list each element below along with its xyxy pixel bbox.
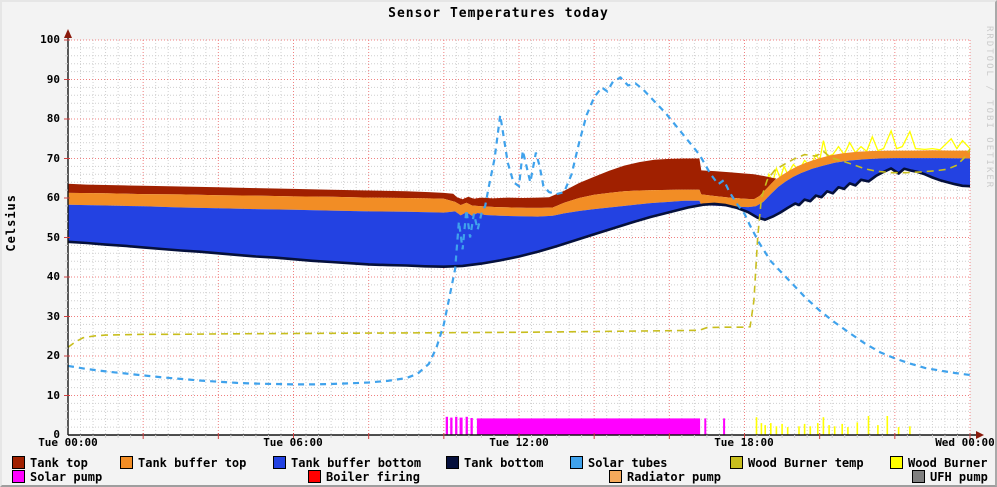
wood-burner-swatch-icon [890,456,903,469]
y-axis-arrow [64,29,72,38]
solar-pump-swatch-icon [12,470,25,483]
x-tick-label: Tue 06:00 [263,436,323,449]
legend-label: Solar pump [30,470,103,484]
tank-top-swatch-icon [12,456,25,469]
wood-burner-temp-swatch-icon [730,456,743,469]
legend-label: Radiator pump [627,470,721,484]
series-tank-top-area [68,158,777,208]
legend-label: Tank bottom [464,456,544,470]
legend-item-tank-buffer-bottom: Tank buffer bottom [273,452,421,470]
y-tick-label: 50 [46,230,60,244]
series-wood-burner-bottom-spikes [755,416,911,435]
rrdtool-watermark: RRDTOOL / TOBI OETIKER [984,26,994,190]
legend-item-ufh-pump: UFH pump [912,466,988,484]
radiator-pump-swatch-icon [609,470,622,483]
y-tick-label: 30 [46,309,60,323]
x-axis-arrow [976,431,984,439]
y-tick-label: 20 [46,349,60,362]
legend-item-boiler-firing: Boiler firing [308,466,420,484]
tank-buffer-bottom-swatch-icon [273,456,286,469]
solar-tubes-swatch-icon [570,456,583,469]
tank-buffer-top-swatch-icon [120,456,133,469]
legend-item-tank-bottom: Tank bottom [446,452,543,470]
legend-item-wood-burner: Wood Burner [890,452,987,470]
series-tank-buffer-bottom-area [68,158,970,267]
series-solar-tubes-line [67,76,971,386]
y-tick-label: 60 [46,191,60,204]
legend-item-wood-burner-temp: Wood Burner temp [730,452,864,470]
y-tick-label: 40 [46,270,60,283]
chart-title: Sensor Temperatures today [388,6,609,21]
major-ticks [64,39,971,439]
legend: Tank top Tank buffer top Tank buffer botto… [2,452,995,484]
x-tick-label: Tue 18:00 [714,436,774,449]
legend-label: UFH pump [930,470,988,484]
legend-label: Tank buffer top [138,456,247,470]
minor-ticks [65,47,958,438]
series-wood-burner-temp-line [67,148,971,348]
y-tick-label: 100 [40,33,60,46]
legend-label: Tank buffer bottom [291,456,422,470]
y-tick-label: 10 [46,388,60,402]
boiler-firing-swatch-icon [308,470,321,483]
x-tick-label: Tue 00:00 [38,436,98,449]
x-tick-label: Wed 00:00 [935,436,995,449]
legend-label: Tank top [30,456,88,470]
legend-label: Solar tubes [588,456,668,470]
legend-label: Boiler firing [326,470,420,484]
y-tick-label: 70 [46,151,60,165]
ufh-pump-swatch-icon [912,470,925,483]
y-tick-label: 80 [46,112,60,125]
legend-item-tank-top: Tank top [12,452,88,470]
legend-label: Wood Burner [908,456,988,470]
x-tick-label: Tue 12:00 [489,436,549,449]
tank-bottom-swatch-icon [446,456,459,469]
y-tick-label: 90 [46,72,60,86]
series-wood-burner-line [753,129,971,207]
legend-item-solar-tubes: Solar tubes [570,452,667,470]
series-solar-pump-bars [445,416,726,435]
legend-item-radiator-pump: Radiator pump [609,466,721,484]
legend-item-tank-buffer-top: Tank buffer top [120,452,246,470]
legend-label: Wood Burner temp [748,456,864,470]
y-tick-label: 0 [53,428,60,441]
series-tank-buffer-top-area [68,150,970,217]
legend-item-solar-pump: Solar pump [12,466,102,484]
